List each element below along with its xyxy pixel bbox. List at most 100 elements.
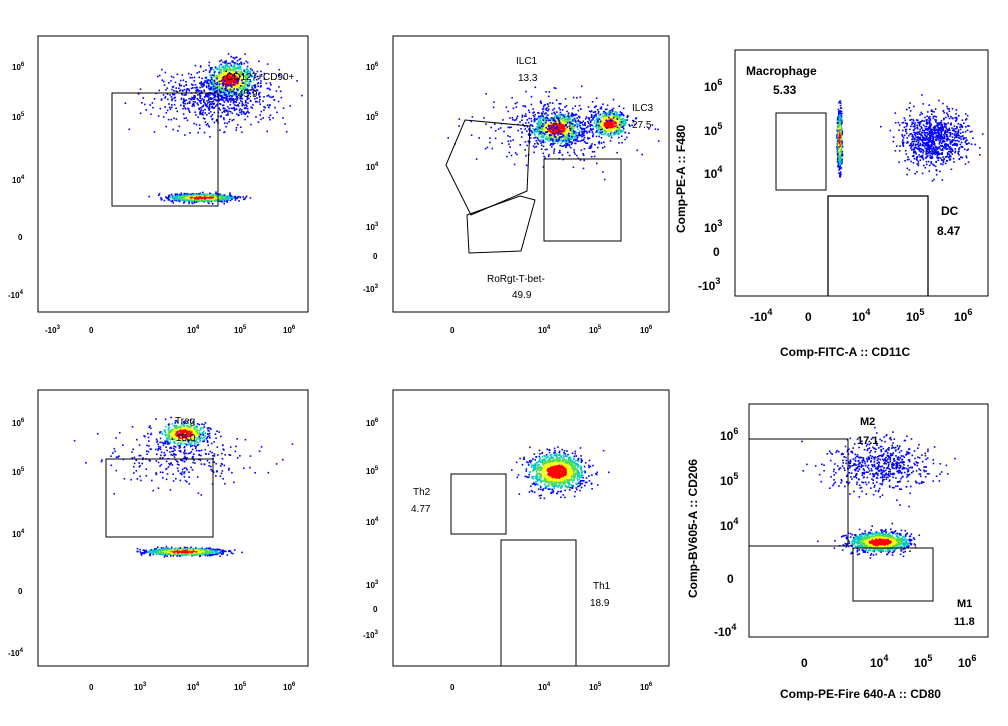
event-dot [234,197,237,200]
event-dot [590,116,592,118]
event-dot [245,107,247,109]
event-dot [196,88,198,91]
event-dot [242,196,244,198]
event-dot [624,138,626,141]
event-dot [560,113,563,116]
event-dot [224,70,226,72]
event-dot [615,119,618,122]
event-dot [540,116,543,119]
event-dot [216,83,218,86]
event-dot [230,94,232,97]
event-dot [259,103,261,105]
event-dot [201,196,203,198]
event-dot [214,98,216,101]
event-dot [223,111,226,113]
event-dot [458,118,461,120]
event-dot [216,81,219,84]
event-dot [622,119,624,122]
event-dot [199,193,202,195]
event-dot [553,111,555,114]
event-dot [189,111,191,113]
event-dot [244,196,247,199]
event-dot [194,199,197,201]
event-dot [841,161,843,164]
event-dot [232,98,234,100]
event-dot [246,105,248,107]
event-dot [175,199,178,202]
event-dot [533,120,536,123]
event-dot [568,145,571,147]
event-dot [201,197,203,200]
event-dot [161,79,164,81]
event-dot [614,111,617,113]
event-dot [551,126,553,128]
event-dot [607,134,610,136]
event-dot [220,75,223,78]
event-dot [599,107,602,110]
event-dot [185,117,187,119]
event-dot [511,116,514,119]
event-dot [612,115,615,118]
event-dot [182,107,184,110]
event-dot [170,80,172,82]
event-dot [212,100,215,102]
event-dot [185,194,188,197]
event-dot [539,124,541,126]
event-dot [541,114,543,117]
event-dot [227,198,229,201]
event-dot [139,88,142,90]
event-dot [576,117,578,119]
event-dot [548,108,550,111]
event-dot [198,196,201,199]
event-dot [230,68,233,71]
event-dot [602,121,605,124]
event-dot [600,116,603,119]
event-dot [609,126,611,129]
event-dot [540,142,542,144]
event-dot [591,151,594,153]
event-dot [230,75,233,77]
event-dot [169,108,172,110]
event-dot [226,67,228,70]
event-dot [507,140,510,143]
event-dot [604,123,607,125]
event-dot [186,89,188,92]
event-dot [594,111,596,113]
event-dot [230,64,232,67]
event-dot [617,136,620,139]
plot-frame [392,35,670,313]
event-dot [239,111,241,114]
event-dot [579,96,582,98]
event-dot [256,100,258,103]
event-dot [185,99,187,101]
event-dot [563,125,565,128]
event-dot [526,130,528,132]
event-dot [577,119,580,122]
event-dot [233,57,236,60]
event-dot [536,117,539,120]
event-dot [588,117,591,120]
event-dot [258,60,260,63]
event-dot [190,98,193,101]
event-dot [558,107,560,109]
event-dot [285,130,288,133]
event-dot [582,127,584,130]
event-dot [256,75,258,78]
event-dot [218,83,221,85]
event-dot [230,76,233,79]
event-dot [620,112,623,114]
event-dot [206,194,208,197]
event-dot [568,154,571,157]
event-dot [587,121,589,123]
event-dot [566,130,569,132]
event-dot [539,117,542,119]
event-dot [222,99,225,102]
event-dot [223,73,226,75]
event-dot [620,126,622,129]
event-dot [233,84,235,86]
event-dot [226,89,229,91]
event-dot [244,79,247,82]
event-dot [193,80,195,82]
event-dot [165,125,167,128]
event-dot [233,100,235,102]
